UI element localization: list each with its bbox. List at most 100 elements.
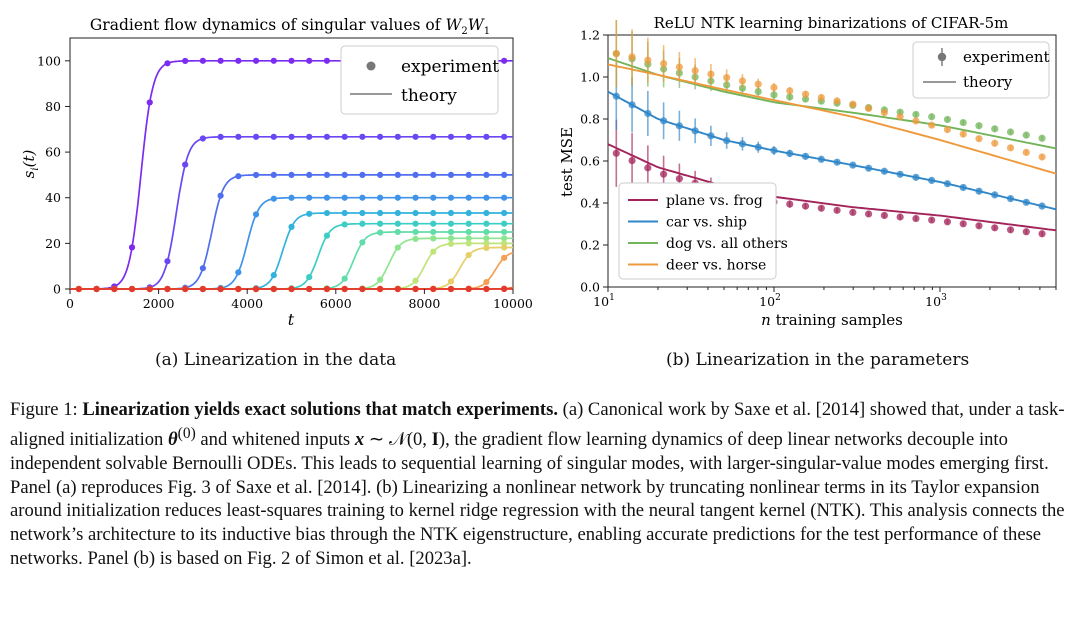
experiment-point [199,135,206,142]
experiment-point [341,171,348,179]
experiment-point [359,239,366,246]
caption-label: Figure 1: [10,399,78,420]
y-tick-label: 0.0 [580,280,600,295]
experiment-point [217,192,224,199]
experiment-point [412,171,419,179]
experiment-point [359,209,366,217]
experiment-point [323,209,331,217]
experiment-point [270,57,277,64]
figure-caption: Figure 1: Linearization yields exact sol… [10,398,1072,571]
experiment-point [1022,148,1030,156]
experiment-point [394,209,401,217]
experiment-point [880,167,888,175]
theory-line-3 [607,63,1057,175]
caption-text-1: (a) Canonical work by Saxe et al. [2014]… [10,399,1065,450]
experiment-point [377,171,384,179]
experiment-point [412,285,419,293]
experiment-point [660,59,668,68]
ylabel-b: test MSE [558,127,576,197]
experiment-point [501,209,508,217]
experiment-point [430,209,437,217]
experiment-point [164,258,171,265]
experiment-point [306,133,313,140]
caption-text-4: ), the gradient flow learning dynamics o… [10,428,1065,569]
experiment-point [975,122,983,130]
experiment-point [675,63,683,71]
caption-text-3: ∼ 𝒩(0, [368,428,427,450]
experiment-point [288,171,295,179]
experiment-point [412,235,419,243]
experiment-point [75,285,82,293]
experiment-point [483,171,490,179]
experiment-point [975,222,983,230]
title-b: ReLU NTK learning binarizations of CIFAR… [654,14,1009,32]
experiment-point [501,254,508,261]
experiment-point [235,173,242,180]
theory-line-6 [70,231,513,290]
experiment-point [754,143,762,151]
experiment-point [483,220,490,227]
experiment-point [896,113,904,121]
experiment-point [483,228,490,236]
experiment-point [394,133,401,140]
experiment-point [959,130,967,138]
experiment-point [306,210,313,217]
experiment-point [1006,128,1015,136]
experiment-point [465,235,472,242]
caption-x: x [354,428,365,450]
experiment-point [447,240,455,247]
experiment-point [943,218,952,226]
theory-line-9 [70,246,513,290]
experiment-point [217,285,224,293]
experiment-point [880,211,888,220]
experiment-point [306,171,313,179]
experiment-point [959,183,967,192]
experiment-point [323,57,331,64]
experiment-point [612,149,620,157]
y-tick-label: 0 [53,282,61,297]
experiment-point [146,99,153,106]
experiment-point [465,285,472,293]
experiment-point [501,133,508,140]
experiment-point [235,57,242,64]
experiment-point [691,127,699,135]
experiment-point [1006,194,1015,203]
experiment-point [270,195,277,202]
experiment-point [394,220,401,227]
y-tick-label: 1.2 [580,28,600,43]
experiment-point [235,269,242,276]
legend-a: experiment theory [340,45,499,115]
experiment-point [660,170,668,178]
experiment-point [323,232,331,239]
experiment-point [359,194,366,201]
experiment-point [483,240,490,247]
experiment-point [770,146,778,155]
experiment-point [412,228,419,236]
legend-b-marker [937,52,947,62]
experiment-point [430,248,437,255]
experiment-point [323,194,331,201]
experiment-point [341,194,348,201]
experiment-point [644,109,652,118]
subcaption-b: (b) Linearization in the parameters [666,350,970,370]
experiment-point [430,235,437,242]
experiment-point [270,133,277,140]
experiment-point [801,152,810,160]
experiment-point [199,285,206,293]
experiment-point [182,57,189,65]
y-tick-label: 0.4 [580,196,600,211]
xlabel-b: n training samples [761,311,903,329]
legend-b-label-2: dog vs. all others [666,236,788,252]
experiment-point [975,135,983,143]
experiment-point [465,209,472,217]
experiment-point [465,133,472,140]
experiment-point [288,57,295,64]
experiment-point [128,244,136,251]
experiment-point [306,57,313,64]
experiment-point [412,220,419,227]
experiment-point [465,171,472,179]
experiment-point [235,285,242,293]
experiment-point [865,164,873,172]
experiment-point [128,285,136,293]
x-tick-label: 101 [593,293,615,309]
